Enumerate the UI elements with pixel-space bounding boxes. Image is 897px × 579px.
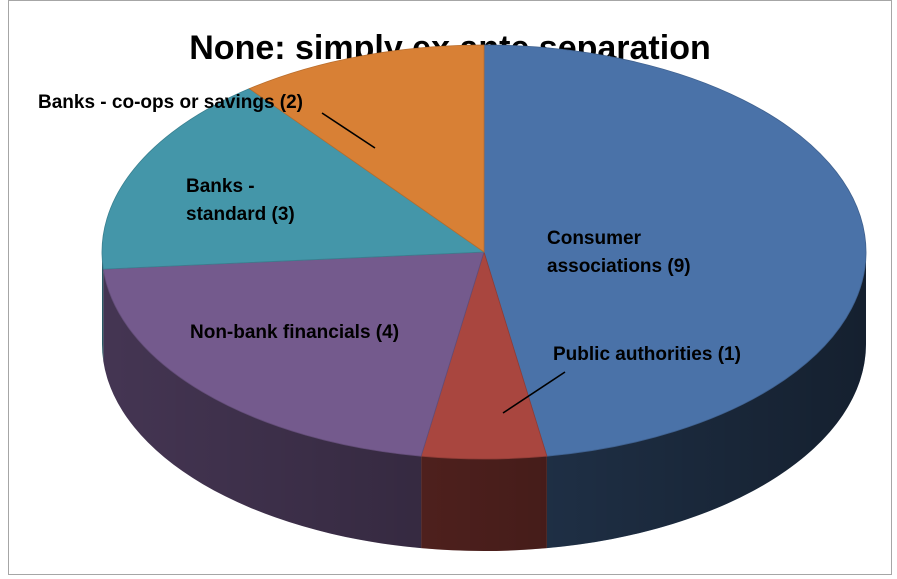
pie-slice-5-label: Banks - co-ops or savings (2)	[38, 92, 303, 113]
pie-slice-1	[483, 44, 867, 457]
pie-slice-4	[101, 88, 486, 270]
pie-slice-5	[248, 44, 485, 253]
pie-slice-3	[102, 251, 485, 457]
pie-slice-2-label: Public authorities (1)	[553, 344, 741, 365]
pie-slice-4-label: Banks -standard (3)	[186, 176, 295, 225]
pie-slice-3-label: Non-bank financials (4)	[190, 322, 399, 343]
pie-side-shading	[102, 252, 866, 551]
pie-slice-2-leader-line	[502, 371, 566, 414]
pie-slice-5-leader-line	[321, 112, 376, 149]
pie-slice-1-label: Consumer associations (9)	[547, 228, 691, 277]
